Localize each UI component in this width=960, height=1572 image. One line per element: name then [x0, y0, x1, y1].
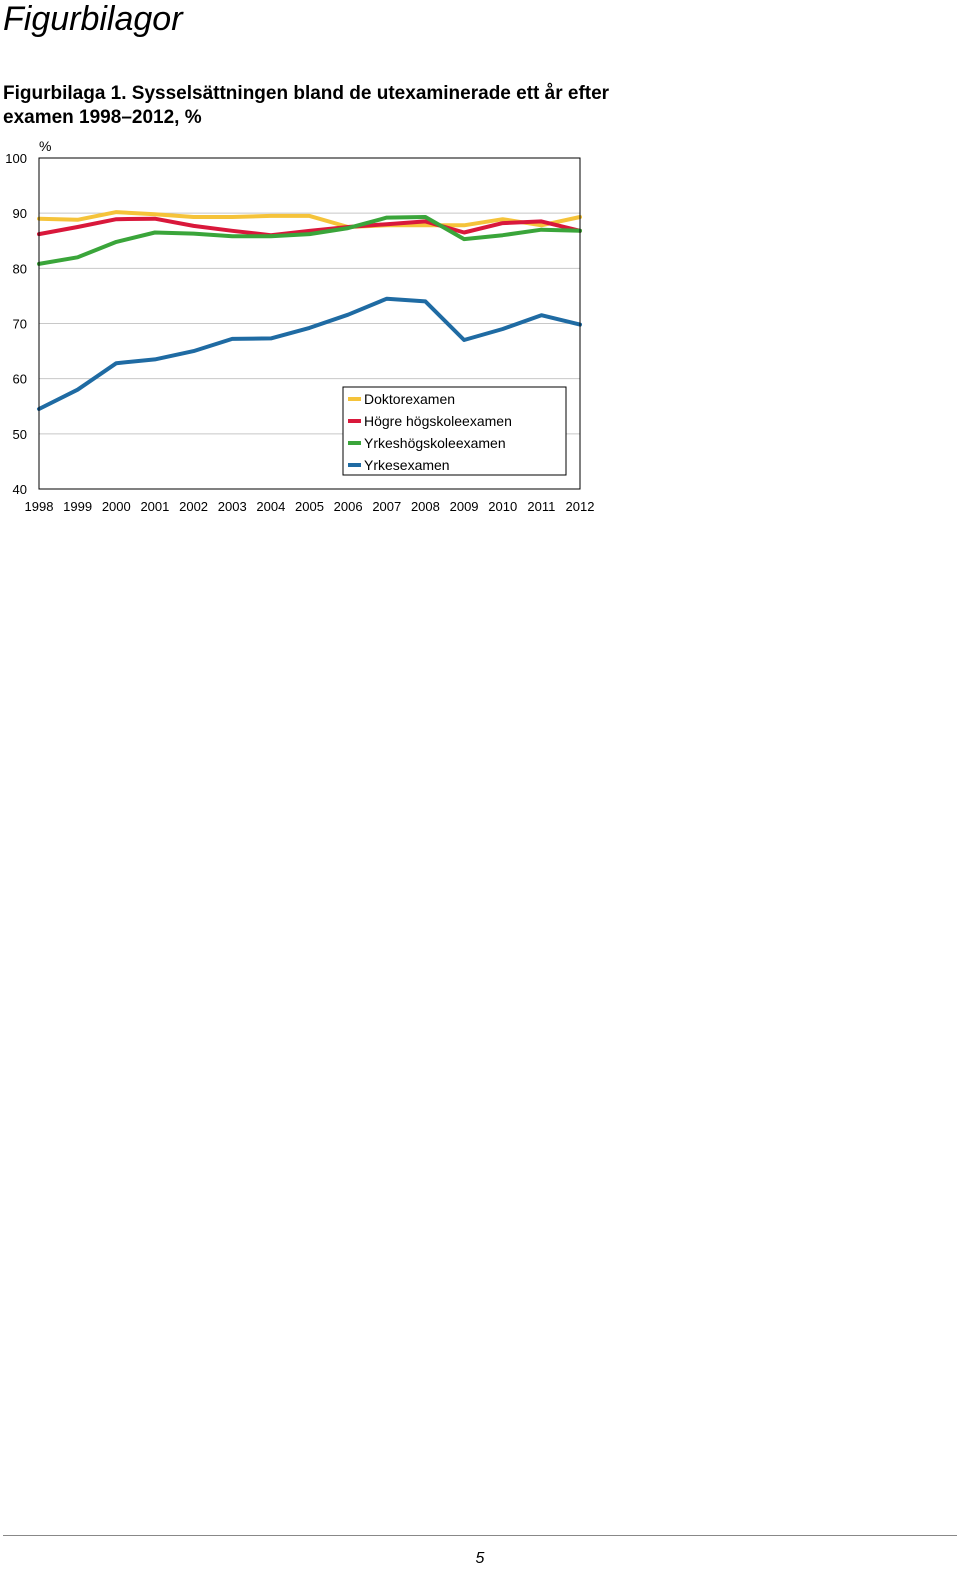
y-tick-labels: 40 50 60 70 80 90 100	[5, 151, 27, 497]
y-tick-label-90: 90	[13, 206, 27, 221]
legend-label-2: Högre högskoleexamen	[364, 413, 512, 429]
x-tick-label-2008: 2008	[411, 499, 440, 514]
x-tick-label-2000: 2000	[102, 499, 131, 514]
series-lines	[37, 210, 582, 411]
figure-caption-line-1: Figurbilaga 1. Sysselsättningen bland de…	[3, 83, 610, 104]
legend-label-4: Yrkesexamen	[364, 457, 450, 473]
x-tick-label-2001: 2001	[140, 499, 169, 514]
y-tick-label-100: 100	[5, 151, 27, 166]
y-axis-label: %	[39, 138, 51, 154]
legend: Doktorexamen Högre högskoleexamen Yrkeshög…	[342, 386, 567, 476]
legend-label-1: Doktorexamen	[364, 391, 455, 407]
y-tick-label-70: 70	[13, 317, 27, 332]
plot-frame	[38, 157, 581, 490]
y-tick-label-50: 50	[13, 427, 27, 442]
x-tick-label-2007: 2007	[372, 499, 401, 514]
y-tick-label-40: 40	[13, 482, 27, 497]
employment-line-chart: % 40 50 60 70 80 90 100 1998 1999 2000 2001 2002 20…	[5, 138, 595, 514]
x-tick-label-2009: 2009	[450, 499, 479, 514]
x-tick-label-2011: 2011	[527, 499, 555, 514]
x-tick-label-2004: 2004	[256, 499, 285, 514]
x-tick-label-1999: 1999	[63, 499, 92, 514]
footer-rule	[3, 1535, 957, 1536]
page-number: 5	[475, 1550, 485, 1567]
x-tick-label-2005: 2005	[295, 499, 324, 514]
x-tick-label-2006: 2006	[334, 499, 363, 514]
legend-box	[342, 386, 567, 476]
legend-label-3: Yrkeshögskoleexamen	[364, 435, 506, 451]
y-tick-label-60: 60	[13, 372, 27, 387]
x-tick-label-2002: 2002	[179, 499, 208, 514]
x-tick-labels: 1998 1999 2000 2001 2002 2003 2004 2005 2006 2007…	[25, 499, 595, 514]
x-tick-label-2003: 2003	[218, 499, 247, 514]
x-tick-label-2012: 2012	[566, 499, 595, 514]
figure-caption-line-2: examen 1998–2012, %	[3, 107, 202, 128]
page-heading: Figurbilagor	[3, 0, 183, 38]
y-tick-label-80: 80	[13, 261, 27, 276]
x-tick-label-2010: 2010	[488, 499, 517, 514]
figure-caption: Figurbilaga 1. Sysselsättningen bland de…	[3, 82, 703, 130]
x-tick-label-1998: 1998	[25, 499, 54, 514]
